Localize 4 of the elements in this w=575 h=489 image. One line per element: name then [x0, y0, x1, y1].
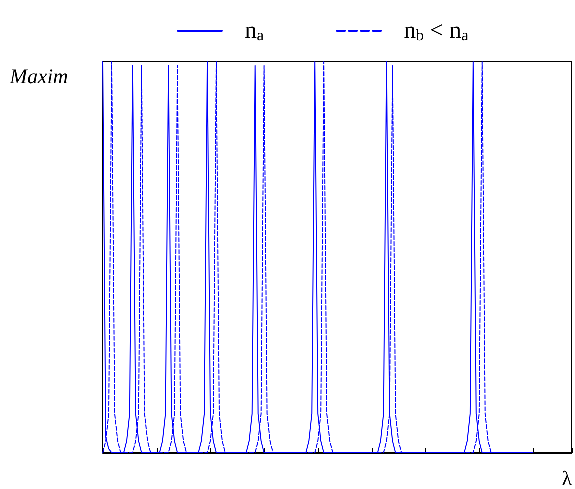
legend-label: nb < na: [404, 18, 469, 44]
y-axis-title: Maxim: [9, 64, 68, 88]
legend-label: na: [245, 18, 264, 44]
x-axis-title: λ: [562, 468, 572, 489]
